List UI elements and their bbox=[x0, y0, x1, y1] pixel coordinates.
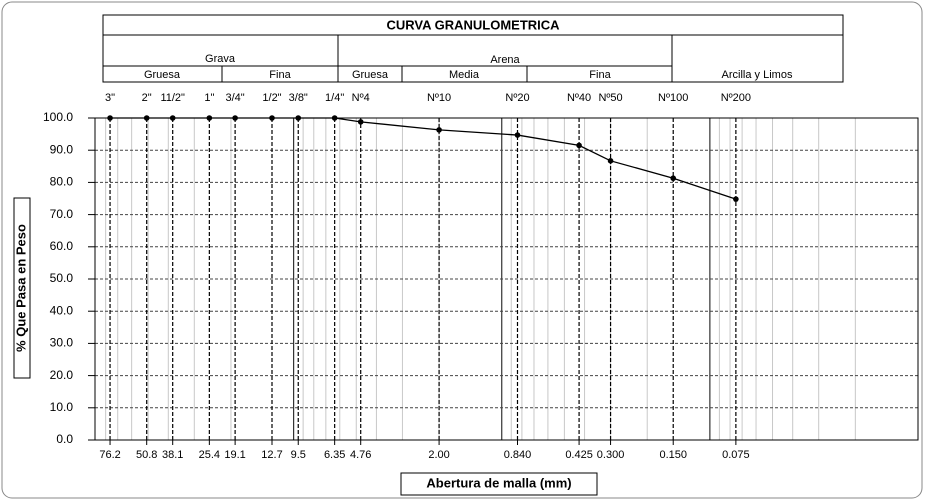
y-label-box bbox=[13, 197, 31, 379]
y-tick-label: 30.0 bbox=[50, 336, 74, 350]
subgroup-label: Fina bbox=[589, 69, 611, 81]
sieve-label: Nº50 bbox=[598, 92, 622, 104]
x-label-box bbox=[400, 472, 598, 496]
x-tick-label: 0.075 bbox=[722, 449, 750, 461]
group-label: Arena bbox=[490, 54, 520, 66]
sieve-label: 1" bbox=[204, 92, 214, 104]
sieve-label: Nº200 bbox=[721, 92, 751, 104]
sieve-label: 3/4" bbox=[226, 92, 245, 104]
point bbox=[295, 115, 302, 121]
point bbox=[331, 115, 338, 121]
y-tick-label: 10.0 bbox=[50, 400, 74, 414]
x-axis-label: Abertura de malla (mm) bbox=[426, 475, 571, 490]
point bbox=[357, 119, 364, 125]
sieve-label: 3/8" bbox=[289, 92, 308, 104]
x-tick-label: 38.1 bbox=[162, 449, 183, 461]
x-tick-label: 2.00 bbox=[428, 449, 449, 461]
point bbox=[232, 115, 238, 121]
x-tick-label: 9.5 bbox=[291, 449, 306, 461]
y-tick-label: 50.0 bbox=[50, 271, 74, 285]
sieve-label: Nº100 bbox=[658, 92, 688, 104]
x-tick-label: 25.4 bbox=[199, 449, 220, 461]
group-label: Grava bbox=[205, 53, 236, 65]
subgroup-label: Media bbox=[449, 69, 480, 81]
sieve-label: 1/4" bbox=[325, 92, 344, 104]
x-tick-label: 0.150 bbox=[659, 449, 687, 461]
subgroup-label: Gruesa bbox=[144, 69, 181, 81]
x-tick-label: 0.300 bbox=[597, 449, 625, 461]
y-tick-label: 40.0 bbox=[50, 303, 74, 317]
sieve-label: 1/2" bbox=[262, 92, 281, 104]
x-tick-label: 50.8 bbox=[136, 449, 157, 461]
y-tick-label: 60.0 bbox=[50, 239, 74, 253]
point bbox=[670, 175, 677, 182]
point bbox=[436, 127, 442, 133]
x-tick-label: 12.7 bbox=[261, 449, 282, 461]
y-tick-label: 90.0 bbox=[50, 142, 74, 156]
sieve-label: 11/2" bbox=[160, 92, 185, 104]
point bbox=[607, 158, 614, 164]
point bbox=[733, 196, 739, 202]
point bbox=[169, 115, 176, 121]
table-border bbox=[102, 14, 844, 83]
x-tick-label: 19.1 bbox=[224, 449, 245, 461]
y-tick-label: 100.0 bbox=[43, 110, 73, 124]
sieve-label: Nº20 bbox=[505, 92, 529, 104]
point bbox=[576, 142, 582, 149]
sieve-label: 2" bbox=[142, 92, 152, 104]
point bbox=[107, 115, 113, 121]
sieve-label: 3" bbox=[105, 92, 115, 104]
subgroup-label: Arcilla y Limos bbox=[722, 69, 793, 81]
sieve-label: Nº40 bbox=[567, 92, 591, 104]
y-tick-label: 70.0 bbox=[50, 207, 74, 221]
chart-title: CURVA GRANULOMETRICA bbox=[386, 17, 560, 32]
sieve-label: Nº4 bbox=[352, 92, 370, 104]
point bbox=[514, 132, 521, 138]
x-tick-label: 0.425 bbox=[565, 449, 593, 461]
y-tick-label: 0.0 bbox=[56, 432, 73, 446]
y-axis-label: % Que Pasa en Peso bbox=[13, 224, 28, 352]
sieve-label: Nº10 bbox=[427, 92, 451, 104]
classification-table bbox=[102, 14, 844, 83]
x-tick-label: 4.76 bbox=[350, 449, 371, 461]
subgroup-label: Fina bbox=[269, 69, 291, 81]
x-tick-label: 76.2 bbox=[99, 449, 120, 461]
subgroup-label: Gruesa bbox=[352, 69, 389, 81]
plot-border bbox=[94, 117, 919, 441]
y-tick-label: 20.0 bbox=[50, 368, 74, 382]
y-tick-label: 80.0 bbox=[50, 175, 74, 189]
point bbox=[269, 115, 275, 121]
point bbox=[143, 115, 150, 121]
x-tick-label: 6.35 bbox=[324, 449, 345, 461]
point bbox=[206, 115, 213, 121]
x-tick-label: 0.840 bbox=[504, 449, 532, 461]
